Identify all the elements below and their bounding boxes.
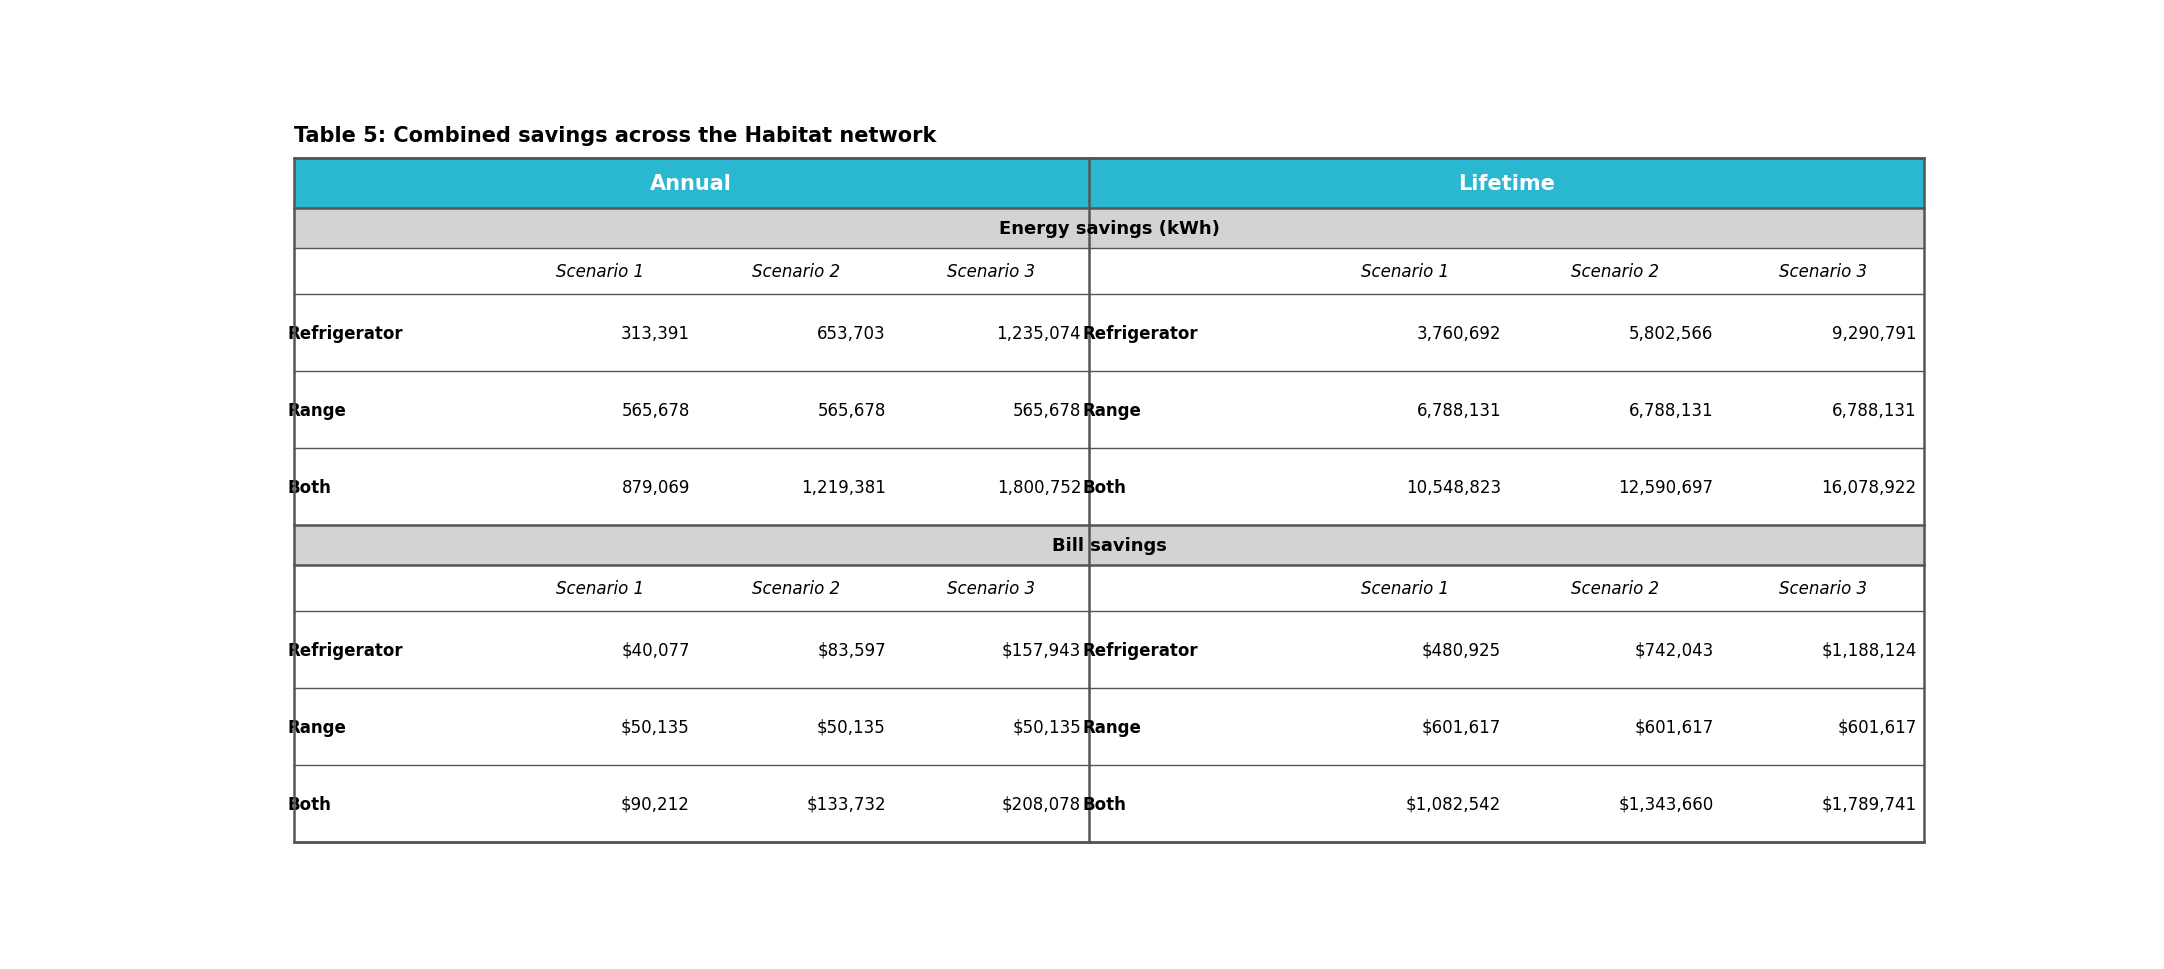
- Text: Scenario 3: Scenario 3: [1779, 579, 1868, 598]
- Text: $601,617: $601,617: [1422, 718, 1502, 736]
- Text: 565,678: 565,678: [1013, 401, 1082, 420]
- Text: 6,788,131: 6,788,131: [1833, 401, 1917, 420]
- Text: Lifetime: Lifetime: [1459, 173, 1556, 194]
- Bar: [294, 372, 1924, 449]
- Text: Table 5: Combined savings across the Habitat network: Table 5: Combined savings across the Hab…: [294, 126, 937, 145]
- Bar: [294, 295, 1924, 372]
- Text: 6,788,131: 6,788,131: [1629, 401, 1714, 420]
- Bar: [294, 159, 1924, 208]
- Text: $157,943: $157,943: [1002, 641, 1082, 659]
- Text: $1,789,741: $1,789,741: [1822, 795, 1917, 813]
- Text: Refrigerator: Refrigerator: [1082, 641, 1199, 659]
- Text: 565,678: 565,678: [621, 401, 690, 420]
- Text: 16,078,922: 16,078,922: [1822, 478, 1917, 496]
- Text: $208,078: $208,078: [1002, 795, 1082, 813]
- Text: 3,760,692: 3,760,692: [1417, 325, 1502, 342]
- Text: $133,732: $133,732: [807, 795, 885, 813]
- Text: $83,597: $83,597: [818, 641, 885, 659]
- Text: $50,135: $50,135: [818, 718, 885, 736]
- Text: 9,290,791: 9,290,791: [1833, 325, 1917, 342]
- Text: Range: Range: [1082, 401, 1143, 420]
- Text: $1,082,542: $1,082,542: [1407, 795, 1502, 813]
- Bar: [294, 766, 1924, 842]
- Text: Scenario 1: Scenario 1: [556, 263, 645, 281]
- Text: Both: Both: [1082, 478, 1127, 496]
- Bar: [294, 249, 1924, 295]
- Text: Scenario 2: Scenario 2: [1571, 263, 1660, 281]
- Text: Annual: Annual: [651, 173, 731, 194]
- Text: 12,590,697: 12,590,697: [1619, 478, 1714, 496]
- Text: 1,800,752: 1,800,752: [998, 478, 1082, 496]
- Text: Scenario 1: Scenario 1: [556, 579, 645, 598]
- Text: $742,043: $742,043: [1634, 641, 1714, 659]
- Text: Scenario 3: Scenario 3: [948, 263, 1034, 281]
- Text: Both: Both: [288, 795, 331, 813]
- Bar: [294, 611, 1924, 689]
- Text: 653,703: 653,703: [818, 325, 885, 342]
- Text: Scenario 2: Scenario 2: [751, 579, 840, 598]
- Text: $601,617: $601,617: [1837, 718, 1917, 736]
- Text: Scenario 3: Scenario 3: [1779, 263, 1868, 281]
- Text: 1,219,381: 1,219,381: [801, 478, 885, 496]
- Text: Both: Both: [1082, 795, 1127, 813]
- Text: Scenario 2: Scenario 2: [751, 263, 840, 281]
- Text: 313,391: 313,391: [621, 325, 690, 342]
- Text: 1,235,074: 1,235,074: [998, 325, 1082, 342]
- Text: Scenario 1: Scenario 1: [1361, 579, 1448, 598]
- Text: Refrigerator: Refrigerator: [288, 325, 403, 342]
- Text: Range: Range: [288, 718, 346, 736]
- Text: $1,343,660: $1,343,660: [1619, 795, 1714, 813]
- Text: Scenario 1: Scenario 1: [1361, 263, 1448, 281]
- Text: Scenario 2: Scenario 2: [1571, 579, 1660, 598]
- Text: Range: Range: [288, 401, 346, 420]
- Text: 6,788,131: 6,788,131: [1417, 401, 1502, 420]
- Bar: [294, 208, 1924, 249]
- Text: Scenario 3: Scenario 3: [948, 579, 1034, 598]
- Text: 5,802,566: 5,802,566: [1629, 325, 1714, 342]
- Text: Bill savings: Bill savings: [1052, 537, 1166, 554]
- Text: $90,212: $90,212: [621, 795, 690, 813]
- Text: Refrigerator: Refrigerator: [288, 641, 403, 659]
- Text: $480,925: $480,925: [1422, 641, 1502, 659]
- Text: $40,077: $40,077: [621, 641, 690, 659]
- Text: 879,069: 879,069: [621, 478, 690, 496]
- Text: 10,548,823: 10,548,823: [1407, 478, 1502, 496]
- Text: Energy savings (kWh): Energy savings (kWh): [998, 220, 1220, 237]
- Bar: [294, 689, 1924, 766]
- Text: Refrigerator: Refrigerator: [1082, 325, 1199, 342]
- Text: $1,188,124: $1,188,124: [1822, 641, 1917, 659]
- Bar: [294, 525, 1924, 566]
- Bar: [294, 449, 1924, 525]
- Text: $50,135: $50,135: [621, 718, 690, 736]
- Text: $601,617: $601,617: [1634, 718, 1714, 736]
- Bar: [294, 566, 1924, 611]
- Text: $50,135: $50,135: [1013, 718, 1082, 736]
- Text: Range: Range: [1082, 718, 1143, 736]
- Text: Both: Both: [288, 478, 331, 496]
- Text: 565,678: 565,678: [818, 401, 885, 420]
